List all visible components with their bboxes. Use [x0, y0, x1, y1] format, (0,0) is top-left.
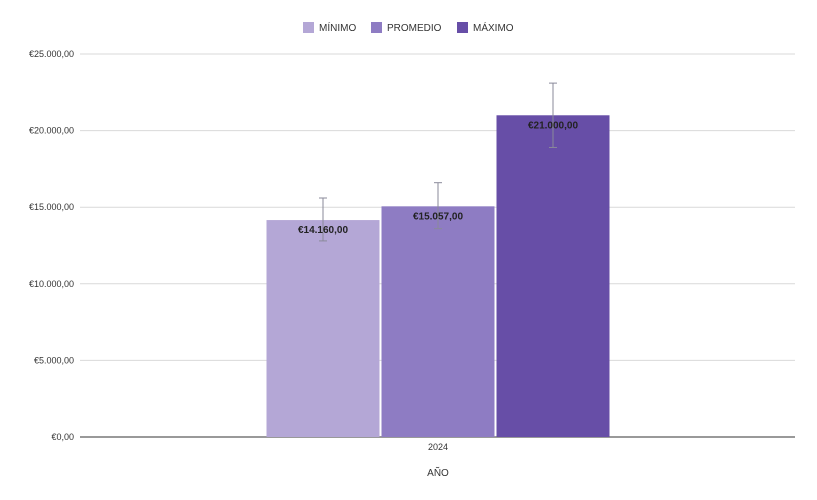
legend-swatch-mínimo [303, 22, 314, 33]
legend-swatch-máximo [457, 22, 468, 33]
y-tick-label: €10.000,00 [29, 279, 74, 289]
bar-mínimo[interactable] [266, 220, 380, 437]
legend-label-mínimo[interactable]: MÍNIMO [319, 21, 356, 34]
y-tick-label: €25.000,00 [29, 49, 74, 59]
bar-máximo[interactable] [496, 115, 610, 437]
data-label: €21.000,00 [528, 120, 578, 131]
data-label: €15.057,00 [413, 211, 463, 222]
y-tick-label: €20.000,00 [29, 126, 74, 136]
data-label: €14.160,00 [298, 225, 348, 236]
legend-label-promedio[interactable]: PROMEDIO [387, 23, 442, 34]
x-axis-title: AÑO [427, 466, 449, 479]
legend-swatch-promedio [371, 22, 382, 33]
y-tick-label: €15.000,00 [29, 202, 74, 212]
y-tick-label: €5.000,00 [34, 355, 74, 365]
y-tick-label: €0,00 [51, 432, 74, 442]
bar-promedio[interactable] [381, 206, 495, 437]
legend-label-máximo[interactable]: MÁXIMO [473, 21, 514, 34]
x-tick-label: 2024 [428, 442, 448, 452]
